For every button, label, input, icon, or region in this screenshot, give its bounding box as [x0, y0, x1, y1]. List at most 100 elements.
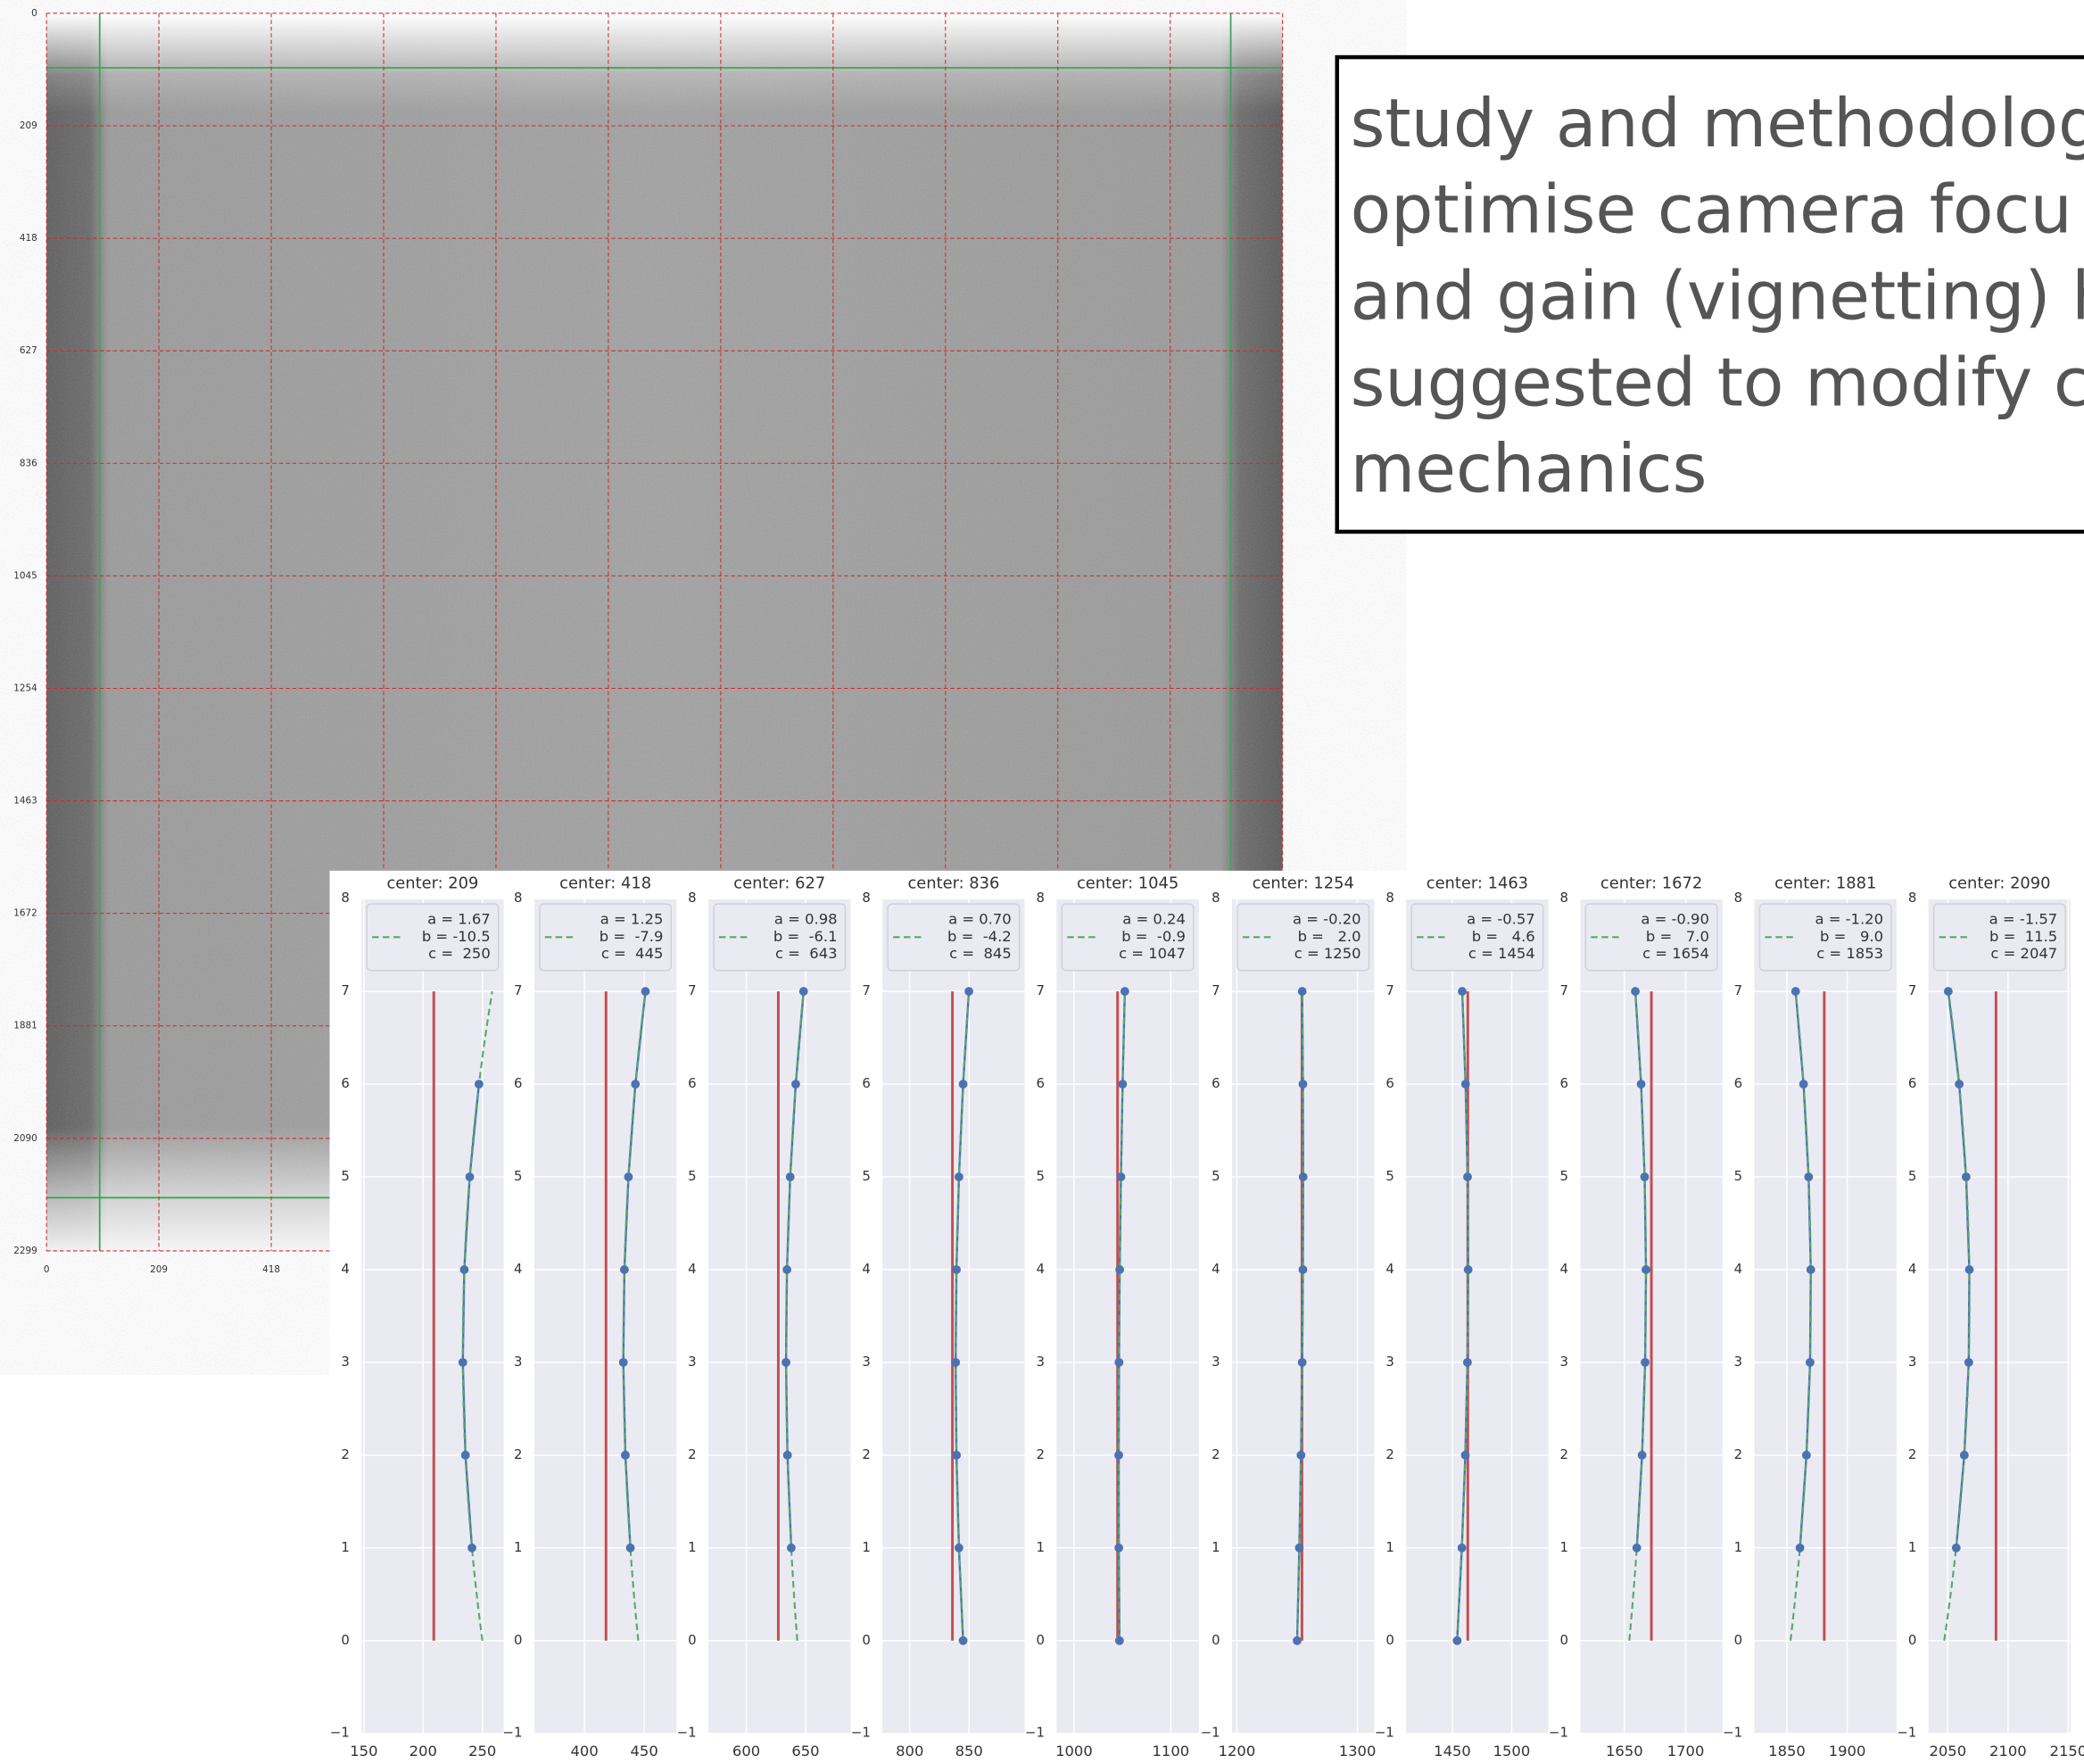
- y-tick-label: 0: [862, 1632, 870, 1648]
- data-point: [1799, 1080, 1808, 1089]
- y-tick-label: 0: [1734, 1632, 1742, 1648]
- data-point: [1806, 1358, 1815, 1367]
- data-point: [1637, 1080, 1646, 1089]
- x-tick-label: 1000: [1055, 1743, 1093, 1760]
- y-tick-label: 5: [1212, 1168, 1220, 1184]
- y-tick-label: 2299: [13, 1246, 37, 1256]
- data-point: [791, 1080, 800, 1089]
- x-tick-label: 1500: [1493, 1743, 1531, 1760]
- text-line: mechanics: [1351, 430, 1708, 508]
- x-tick-label: 1450: [1434, 1743, 1471, 1760]
- y-tick-label: 3: [341, 1354, 349, 1370]
- data-point: [461, 1451, 470, 1460]
- data-point: [1804, 1172, 1813, 1181]
- y-tick-label: 2: [688, 1446, 696, 1462]
- data-point: [783, 1451, 792, 1460]
- data-point: [466, 1172, 475, 1181]
- y-tick-label: 6: [1559, 1075, 1567, 1091]
- y-tick-label: 8: [1559, 890, 1567, 906]
- y-tick-label: 209: [20, 120, 37, 131]
- y-tick-label: 418: [20, 233, 37, 244]
- y-tick-label: 7: [1559, 982, 1567, 998]
- text-line: optimise camera focu: [1351, 171, 2072, 249]
- y-tick-label: 6: [1908, 1075, 1916, 1091]
- data-point: [1944, 987, 1953, 996]
- y-tick-label: 627: [20, 345, 37, 356]
- x-tick-label: 1100: [1153, 1743, 1190, 1760]
- x-tick-label: 450: [631, 1743, 658, 1760]
- y-tick-label: 7: [341, 982, 349, 998]
- y-tick-label: 2: [862, 1446, 870, 1462]
- legend-label: c = 1047: [1119, 945, 1186, 962]
- y-tick-label: −1: [330, 1725, 350, 1741]
- y-tick-label: 0: [31, 8, 37, 19]
- y-tick-label: 1: [514, 1539, 522, 1555]
- legend-label: c = 1654: [1642, 945, 1709, 962]
- x-tick-label: 250: [468, 1743, 496, 1760]
- data-point: [782, 1265, 791, 1274]
- x-tick-label: 650: [791, 1743, 819, 1760]
- data-point: [1298, 987, 1307, 996]
- data-point: [621, 1451, 630, 1460]
- legend-label: b = -0.9: [1121, 928, 1186, 945]
- x-tick-label: 1700: [1667, 1743, 1705, 1760]
- legend-label: a = -1.57: [1989, 910, 2058, 927]
- y-tick-label: 6: [1037, 1075, 1045, 1091]
- y-tick-label: 6: [1734, 1075, 1742, 1091]
- legend-label: a = -0.90: [1641, 910, 1709, 927]
- y-tick-label: 3: [1037, 1354, 1045, 1370]
- subplot-title: center: 1463: [1427, 874, 1528, 893]
- screenshot: study and methodolog optimise camera foc…: [0, 0, 2084, 1764]
- legend-label: c = 250: [428, 945, 491, 962]
- y-tick-label: 1045: [13, 570, 37, 581]
- y-tick-label: 8: [1908, 890, 1916, 906]
- data-point: [624, 1172, 633, 1181]
- legend-label: b = -6.1: [773, 928, 838, 945]
- y-tick-label: 0: [1212, 1632, 1220, 1648]
- data-point: [626, 1544, 635, 1553]
- data-point: [1115, 1265, 1124, 1274]
- y-tick-label: 3: [1734, 1354, 1742, 1370]
- data-point: [786, 1172, 795, 1181]
- legend-label: c = 1454: [1468, 945, 1535, 962]
- y-tick-label: 3: [1212, 1354, 1220, 1370]
- data-point: [1115, 1636, 1124, 1645]
- data-point: [1295, 1544, 1304, 1553]
- data-point: [1299, 1172, 1308, 1181]
- data-point: [1796, 1544, 1805, 1553]
- data-point: [952, 1451, 961, 1460]
- data-point: [475, 1080, 484, 1089]
- y-tick-label: −1: [1723, 1725, 1742, 1741]
- y-tick-label: 0: [1037, 1632, 1045, 1648]
- data-point: [631, 1080, 640, 1089]
- data-point: [964, 987, 973, 996]
- y-tick-label: 4: [1559, 1261, 1567, 1277]
- y-tick-label: 6: [514, 1075, 522, 1091]
- y-tick-label: 5: [1559, 1168, 1567, 1184]
- data-point: [620, 1265, 629, 1274]
- data-point: [1807, 1265, 1815, 1274]
- subplot-title: center: 209: [386, 874, 478, 893]
- x-tick-label: 1200: [1219, 1743, 1256, 1760]
- y-tick-label: 3: [862, 1354, 870, 1370]
- legend-label: b = 7.0: [1646, 928, 1709, 945]
- y-tick-label: 2: [1734, 1446, 1742, 1462]
- y-tick-label: 7: [688, 982, 696, 998]
- subplot-title: center: 1254: [1253, 874, 1354, 893]
- legend-label: a = 1.67: [427, 910, 491, 927]
- page: {"text_box": {"lines": ["study and metho…: [0, 0, 2084, 1764]
- y-tick-label: −1: [851, 1725, 871, 1741]
- legend-label: b = -7.9: [600, 928, 664, 945]
- data-point: [1964, 1358, 1973, 1367]
- x-tick-label: 418: [262, 1264, 280, 1275]
- y-tick-label: 2090: [13, 1133, 37, 1144]
- x-tick-label: 600: [732, 1743, 760, 1760]
- y-tick-label: 8: [341, 890, 349, 906]
- data-point: [787, 1544, 796, 1553]
- y-tick-label: 4: [1734, 1261, 1742, 1277]
- data-point: [1641, 1358, 1650, 1367]
- y-tick-label: 6: [1212, 1075, 1220, 1091]
- y-tick-label: 1881: [13, 1021, 37, 1031]
- legend-label: b = 4.6: [1472, 928, 1535, 945]
- subplot-title: center: 836: [907, 874, 999, 893]
